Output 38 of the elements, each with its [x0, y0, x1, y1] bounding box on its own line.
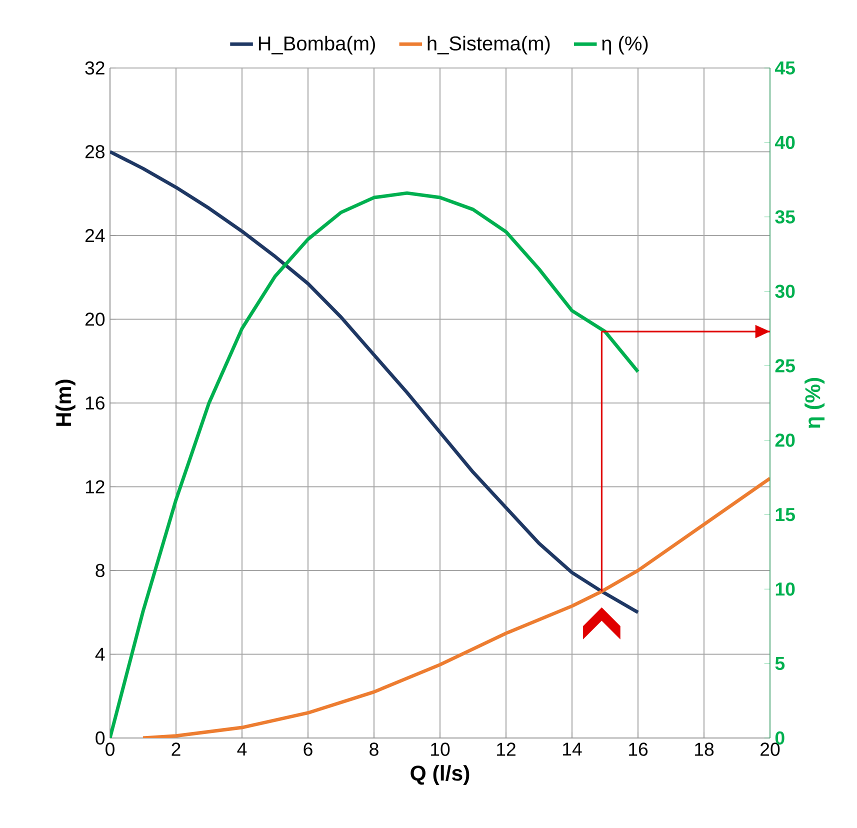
x-tick-label: 16 — [629, 742, 648, 756]
y-tick-label: 32 — [85, 61, 104, 75]
y-tick-label: 4 — [95, 648, 105, 661]
y2-tick-label: 35 — [775, 210, 795, 224]
legend-label: h_Sistema(m) — [428, 36, 550, 54]
y2-tick-label: 5 — [775, 657, 785, 670]
x-tick-label: 4 — [237, 742, 247, 756]
x-tick-label: 18 — [695, 742, 714, 756]
y2-axis-title: η (%) — [804, 378, 825, 428]
y2-tick-label: 15 — [776, 508, 795, 522]
y2-tick-label: 25 — [775, 359, 795, 372]
y2-tick-label: 40 — [775, 136, 795, 150]
y2-tick-label: 20 — [775, 434, 795, 447]
legend-label: H_Bomba(m) — [258, 36, 375, 54]
y-tick-label: 8 — [96, 564, 104, 578]
y-axis-title: H(m) — [56, 380, 76, 426]
x-tick-label: 6 — [304, 742, 312, 756]
line-series — [110, 191, 640, 738]
x-axis-title: Q (l/s) — [410, 765, 470, 785]
x-tick-label: 14 — [563, 742, 582, 756]
y-tick-label: 0 — [96, 731, 105, 745]
x-tick-label: 10 — [431, 742, 450, 756]
x-tick-label: 0 — [106, 742, 114, 756]
y2-tick-label: 45 — [775, 61, 795, 75]
y-tick-label: 24 — [85, 228, 105, 242]
y-tick-label: 28 — [85, 145, 104, 158]
y-tick-label: 16 — [86, 396, 104, 410]
line-series — [110, 150, 640, 614]
y-tick-label: 20 — [85, 312, 105, 326]
y2-tick-label: 30 — [775, 284, 795, 298]
x-tick-label: 20 — [760, 742, 780, 756]
x-tick-label: 12 — [497, 742, 516, 756]
x-tick-label: 2 — [172, 742, 180, 756]
legend-label: η (%) — [602, 36, 648, 54]
x-tick-label: 8 — [370, 742, 378, 756]
y2-tick-label: 0 — [775, 731, 784, 745]
y-tick-label: 12 — [86, 480, 104, 494]
y2-tick-label: 10 — [776, 582, 795, 596]
